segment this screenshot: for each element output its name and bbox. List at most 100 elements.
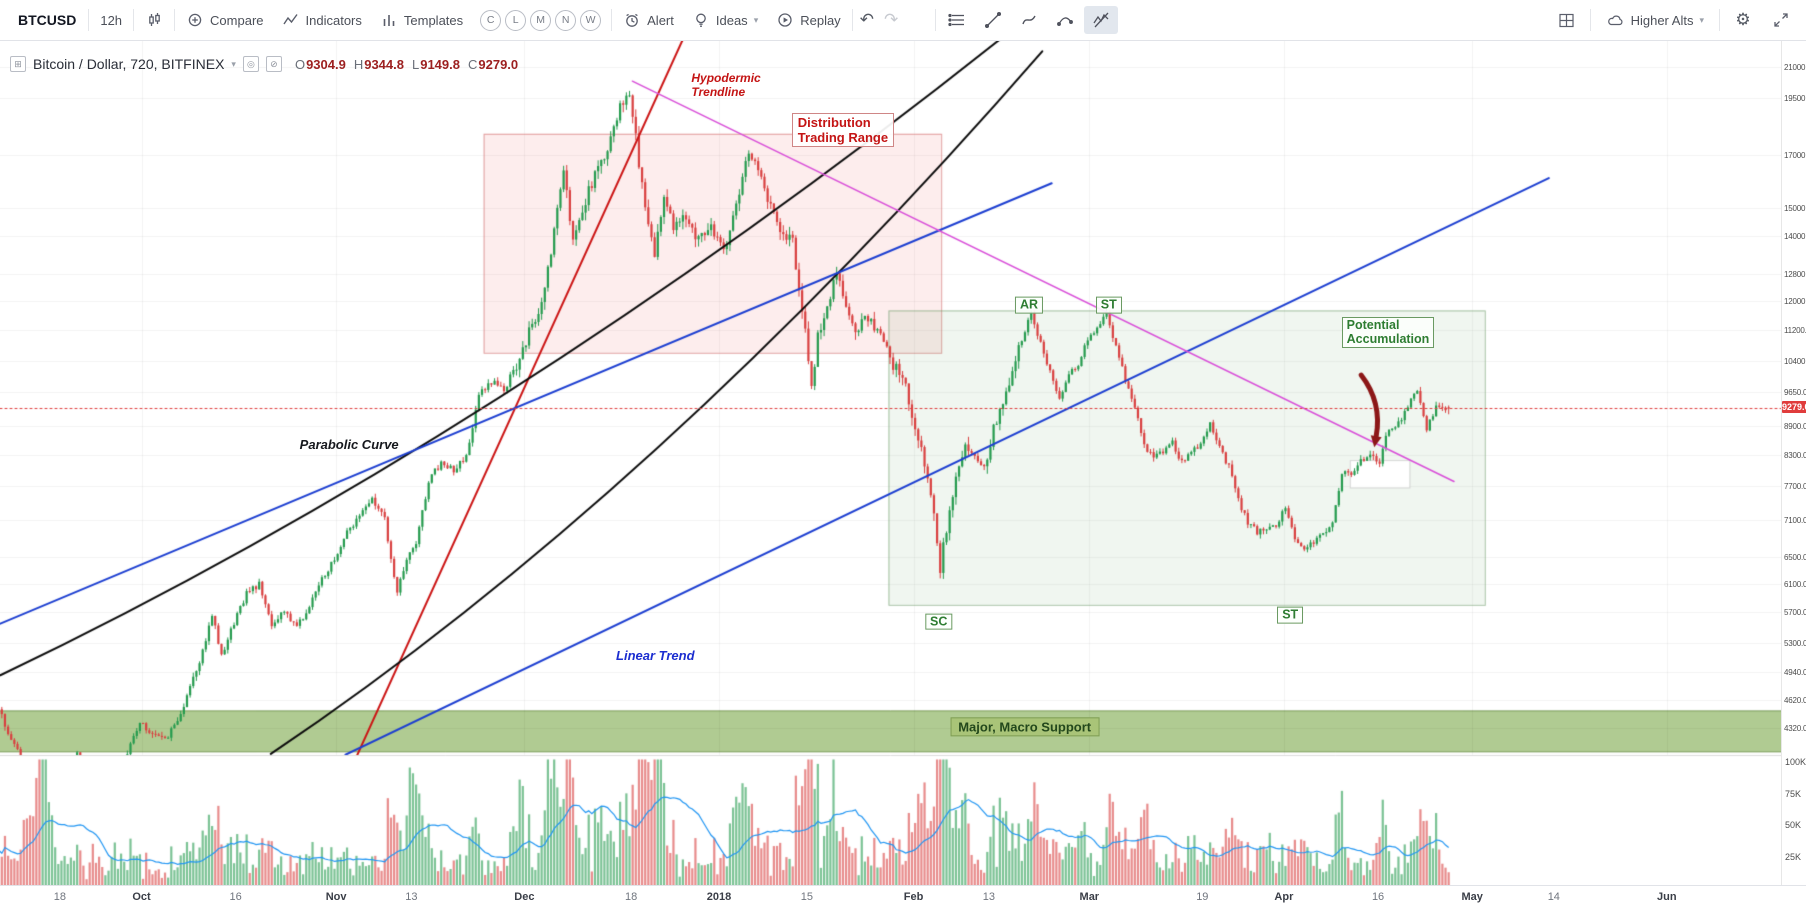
ar-label[interactable]: AR (1015, 296, 1044, 314)
time-tick: 14 (1547, 891, 1560, 903)
volume-tick: 75K (1785, 788, 1802, 799)
price-tick: 7100.0 (1784, 516, 1806, 526)
price-tick: 7700.0 (1784, 482, 1806, 492)
time-tick: 13 (405, 891, 418, 903)
ideas-bulb-icon (692, 11, 710, 29)
volume-tick: 100K (1785, 757, 1806, 767)
price-axis[interactable]: 9279.0 21000.0 19500.0 17000.0 15000.0 14000… (1781, 40, 1806, 886)
settings-gear-button[interactable]: ⚙ (1726, 6, 1760, 34)
price-tick: 5300.0 (1784, 638, 1806, 648)
time-tick: 2018 (706, 891, 732, 903)
legend-title[interactable]: Bitcoin / Dollar, 720, BITFINEX (33, 56, 225, 72)
curve-tool-button[interactable] (1048, 6, 1082, 34)
toolbar-separator (935, 9, 937, 31)
parabolic-label[interactable]: Parabolic Curve (299, 437, 399, 453)
time-tick: 18 (53, 891, 67, 903)
volume-tick: 25K (1785, 851, 1802, 862)
time-tick: Feb (903, 891, 924, 903)
layout-grid-button[interactable] (1550, 6, 1584, 34)
time-tick: 18 (624, 891, 638, 903)
legend-eye-icon[interactable]: ◎ (242, 56, 259, 72)
chart-region: ⊞ Bitcoin / Dollar, 720, BITFINEX ▾ ◎ ⊘ … (0, 40, 1806, 886)
toolbar-separator (1719, 9, 1720, 31)
symbol-info-icon[interactable]: ⊞ (10, 56, 26, 72)
toolbar-separator (851, 9, 853, 31)
price-tick: 6100.0 (1784, 579, 1806, 589)
symbol-button[interactable]: BTCUSD (18, 12, 77, 28)
linear-label[interactable]: Linear Trend (616, 648, 695, 664)
brush-tool-button[interactable] (1012, 6, 1046, 34)
ideas-button[interactable]: Ideas ▾ (683, 0, 767, 40)
legend-menu-icon[interactable]: ⊘ (265, 56, 282, 72)
low-value: 9149.8 (420, 56, 460, 72)
layout-button-w[interactable]: W (580, 9, 602, 31)
templates-button[interactable]: Templates (371, 0, 472, 40)
interval-button[interactable]: 12h (100, 12, 123, 28)
chevron-down-icon: ▾ (1699, 14, 1704, 25)
layout-button-c[interactable]: C (480, 9, 502, 31)
volume-tick: 50K (1785, 820, 1802, 830)
ohlc-values: O9304.9 H9344.8 L9149.8 C9279.0 (294, 56, 519, 72)
time-tick: 16 (229, 891, 242, 903)
chart-canvas[interactable] (0, 40, 1781, 886)
last-price-badge: 9279.0 (1782, 401, 1806, 414)
undo-button[interactable]: ↶ (859, 10, 874, 29)
drawings-overlay: Hypodermic Trendline Distribution Trading… (0, 40, 1781, 886)
price-tick: 15000.0 (1784, 203, 1806, 213)
price-tick: 21000.0 (1784, 63, 1806, 72)
time-tick: Oct (132, 891, 151, 903)
potential-label[interactable]: Potential Accumulation (1341, 316, 1435, 349)
layout-button-n[interactable]: N (555, 9, 577, 31)
parallel-lines-tool-button[interactable] (940, 6, 974, 34)
st1-label[interactable]: ST (1095, 296, 1122, 314)
indicators-button[interactable]: Indicators (273, 0, 371, 40)
price-tick: 4940.0 (1784, 667, 1806, 677)
replay-icon (776, 11, 794, 29)
time-tick: Apr (1274, 891, 1294, 903)
price-tick: 12800.0 (1784, 269, 1806, 279)
time-axis[interactable]: 18 Oct 16 Nov 13 Dec 18 2018 15 Feb 13 Mar 19 Apr 16 Ma… (0, 885, 1806, 911)
alert-button[interactable]: Alert (614, 0, 683, 40)
toolbar-separator (1589, 9, 1591, 31)
trendline-tool-button[interactable] (976, 6, 1010, 34)
toolbar-separator (88, 9, 90, 31)
price-tick: 12000.0 (1784, 296, 1806, 306)
compare-button[interactable]: Compare (177, 0, 272, 40)
price-tick: 8300.0 (1784, 451, 1806, 460)
macro-label[interactable]: Major, Macro Support (950, 717, 1100, 737)
distribution-label[interactable]: Distribution Trading Range (791, 112, 895, 148)
chevron-down-icon[interactable]: ▾ (231, 58, 236, 69)
price-tick: 19500.0 (1784, 93, 1806, 103)
price-tick: 8900.0 (1784, 421, 1806, 431)
chart-style-button[interactable] (136, 0, 172, 40)
layout-button-l[interactable]: L (505, 9, 527, 31)
gear-icon: ⚙ (1735, 10, 1751, 29)
price-tick: 17000.0 (1784, 151, 1806, 161)
redo-button[interactable]: ↷ (883, 10, 899, 29)
fullscreen-button[interactable] (1764, 6, 1798, 34)
price-tick: 9650.0 (1784, 388, 1806, 398)
high-value: 9344.8 (364, 56, 404, 72)
chevron-down-icon: ▾ (753, 14, 759, 25)
fullscreen-icon (1774, 13, 1788, 27)
time-tick: 15 (800, 891, 813, 903)
compare-icon (186, 11, 204, 29)
pattern-tool-button[interactable] (1084, 6, 1119, 34)
templates-icon (380, 11, 398, 29)
hypodermic-label[interactable]: Hypodermic Trendline (691, 71, 761, 100)
drawing-tools-group (933, 6, 1119, 34)
layout-button-m[interactable]: M (530, 9, 552, 31)
replay-button[interactable]: Replay (767, 0, 849, 40)
cloud-icon (1606, 11, 1625, 30)
time-tick: Jun (1657, 891, 1677, 903)
watchlist-button[interactable]: Higher Alts ▾ (1597, 11, 1713, 30)
toolbar-separator (133, 9, 135, 31)
price-tick: 11200.0 (1784, 325, 1806, 335)
toolbar-right-group: Higher Alts ▾ ⚙ (1550, 6, 1798, 34)
top-toolbar: BTCUSD 12h Compare Indicators Templates … (0, 0, 1806, 41)
sc-label[interactable]: SC (924, 613, 953, 631)
st2-label[interactable]: ST (1277, 607, 1304, 624)
time-tick: Mar (1079, 891, 1100, 903)
price-tick: 10400.0 (1784, 356, 1806, 366)
